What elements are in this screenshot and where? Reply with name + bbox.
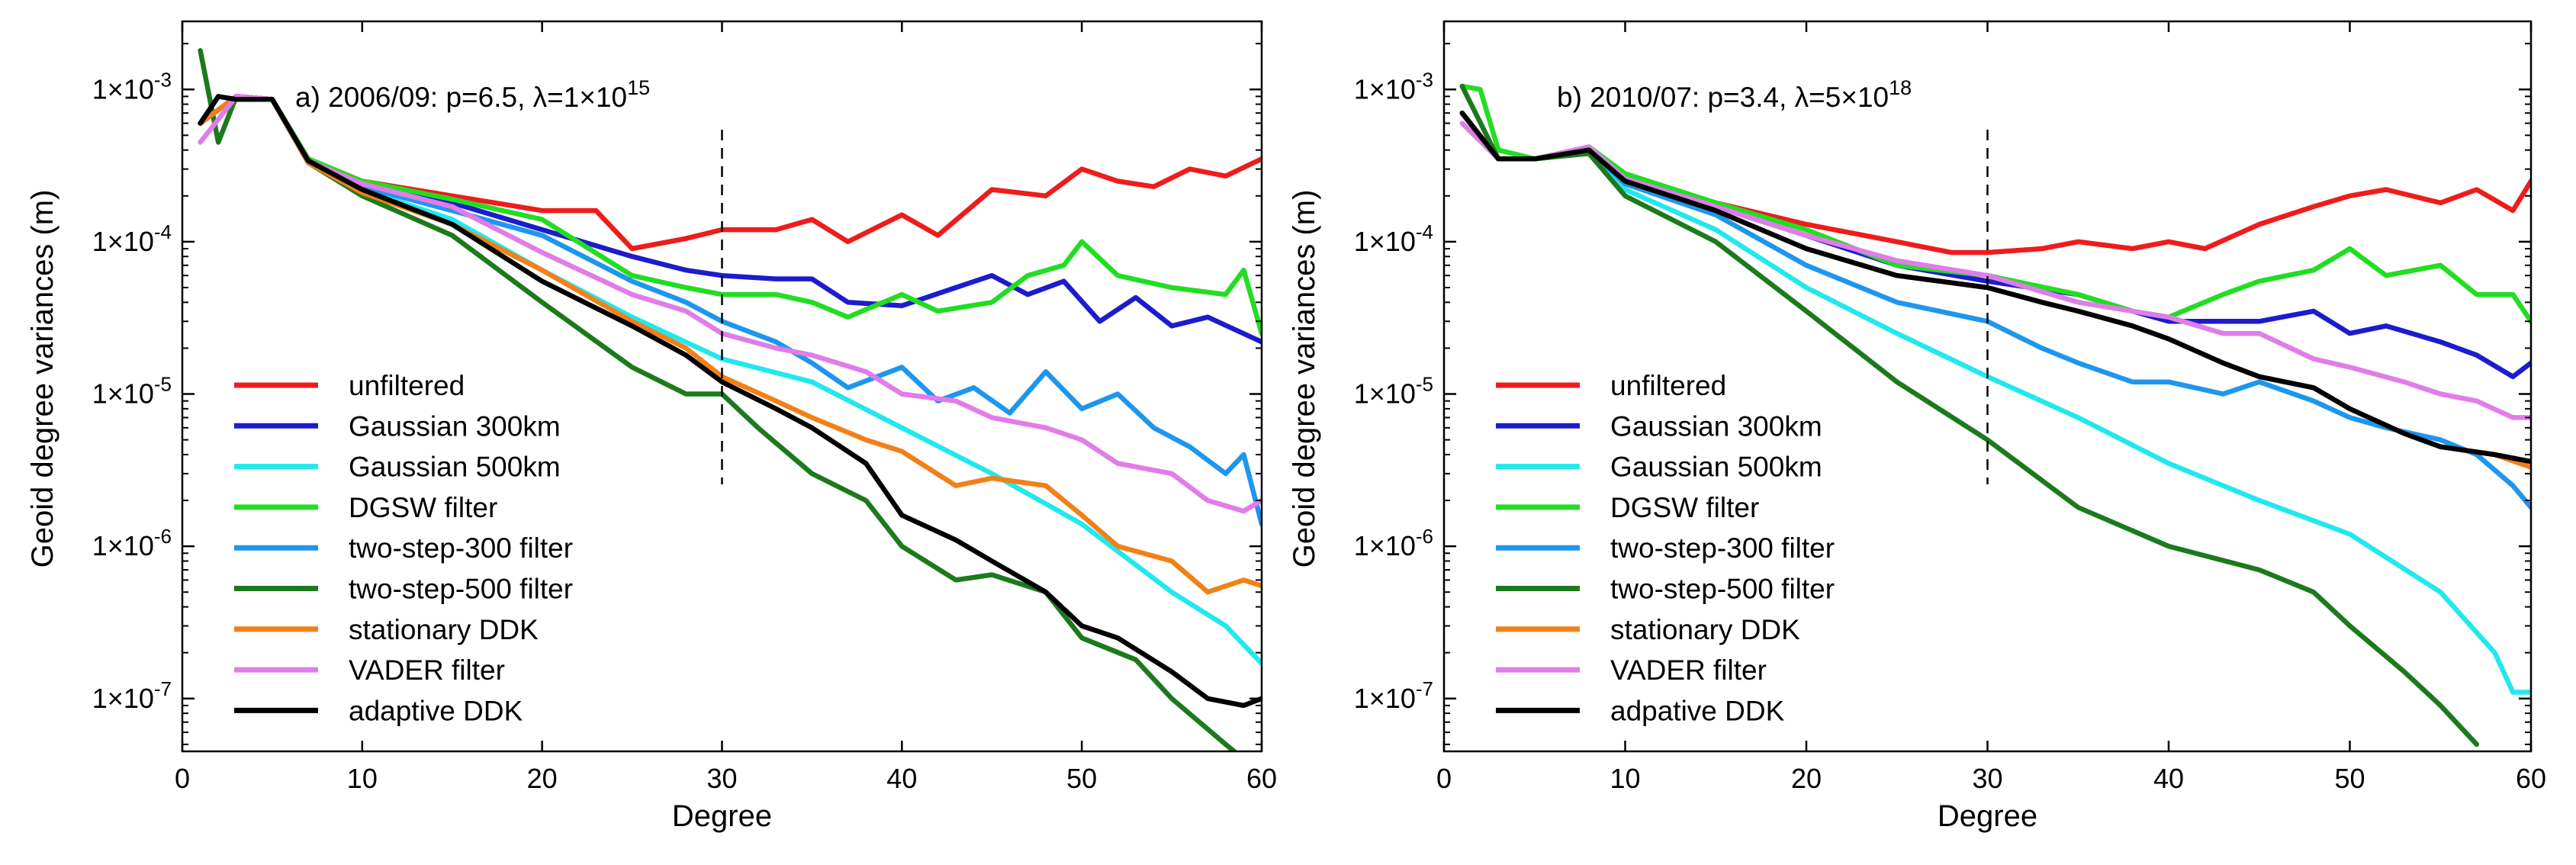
y-tick-label: 1×10-3: [92, 68, 172, 105]
x-axis-label: Degree: [1938, 799, 2037, 833]
x-tick-label: 50: [2334, 763, 2365, 794]
panel-a: 0 10 20 30 40 50 60 1×10-7 1×10-6 1×10-5 1×10-4 1×1…: [26, 20, 1277, 833]
series-line-gaussian-500km: [1459, 110, 2531, 695]
series-line-gaussian-300km: [198, 94, 1262, 345]
legend-label: DGSW filter: [1610, 492, 1759, 523]
legend-label: two-step-300 filter: [349, 532, 573, 564]
x-tick-label: 30: [706, 763, 737, 794]
legend-label: DGSW filter: [349, 492, 497, 523]
series-line-dgsw-filter: [198, 94, 1262, 336]
y-tick-label: 1×10-4: [92, 220, 172, 257]
y-tick-label: 1×10-7: [1354, 677, 1433, 714]
x-tick-label: 10: [1610, 763, 1640, 794]
x-tick-label: 60: [1246, 763, 1277, 794]
series-group: [198, 48, 1262, 751]
panel-annotation: b) 2010/07: p=3.4, λ=5×1018: [1557, 76, 1912, 113]
y-tick-label: 1×10-5: [92, 373, 172, 410]
y-tick-label: 1×10-7: [92, 677, 172, 714]
legend-label: two-step-500 filter: [349, 574, 573, 605]
series-line-two-step-300-filter: [198, 94, 1262, 527]
x-tick-label: 0: [1436, 763, 1452, 794]
legend-label: stationary DDK: [349, 614, 539, 645]
y-tick-label: 1×10-6: [92, 525, 172, 561]
x-tick-label: 10: [347, 763, 378, 794]
x-tick-label: 60: [2516, 763, 2546, 794]
x-tick-label: 50: [1066, 763, 1097, 794]
legend-label: two-step-500 filter: [1610, 574, 1835, 605]
y-axis-label: Geoid degree variances (m): [26, 190, 59, 568]
legend-label: stationary DDK: [1610, 614, 1800, 645]
legend: unfiltered Gaussian 300km Gaussian 500km DG…: [234, 370, 573, 726]
legend-label: two-step-300 filter: [1610, 532, 1835, 564]
series-line-gaussian-300km: [1459, 110, 2531, 380]
x-tick-label: 30: [1972, 763, 2002, 794]
x-tick-label: 20: [1791, 763, 1822, 794]
y-tick-label: 1×10-4: [1354, 220, 1433, 257]
series-line-dgsw-filter: [1459, 83, 2531, 324]
y-tick-label: 1×10-5: [1354, 373, 1433, 410]
legend-label: Gaussian 500km: [1610, 452, 1822, 483]
legend: unfiltered Gaussian 300km Gaussian 500km DG…: [1496, 370, 1835, 726]
x-axis-label: Degree: [672, 799, 772, 833]
legend-label: adpative DDK: [1610, 695, 1785, 726]
series-line-unfiltered: [198, 94, 1262, 252]
x-tick-label: 40: [2153, 763, 2184, 794]
y-tick-label: 1×10-6: [1354, 525, 1433, 561]
panel-annotation: a) 2006/09: p=6.5, λ=1×1015: [295, 76, 650, 113]
panel-b: 0 10 20 30 40 50 60 1×10-7 1×10-6 1×10-5 1×10-4 1×1…: [1288, 20, 2546, 833]
y-tick-label: 1×10-3: [1354, 68, 1433, 105]
legend-label: VADER filter: [349, 654, 505, 686]
legend-label: VADER filter: [1610, 654, 1767, 686]
x-tick-label: 40: [886, 763, 917, 794]
legend-label: unfiltered: [349, 370, 465, 401]
legend-label: Gaussian 300km: [349, 410, 561, 442]
legend-label: Gaussian 300km: [1610, 410, 1822, 442]
legend-label: Gaussian 500km: [349, 452, 561, 483]
series-line-adpative-ddk: [1459, 110, 2531, 465]
series-line-vader-filter: [198, 94, 1262, 514]
series-line-adaptive-ddk: [198, 94, 1262, 709]
legend-label: adaptive DDK: [349, 695, 523, 726]
y-axis-label: Geoid degree variances (m): [1288, 190, 1321, 568]
x-tick-label: 0: [175, 763, 190, 794]
x-tick-label: 20: [527, 763, 558, 794]
legend-label: unfiltered: [1610, 370, 1726, 401]
